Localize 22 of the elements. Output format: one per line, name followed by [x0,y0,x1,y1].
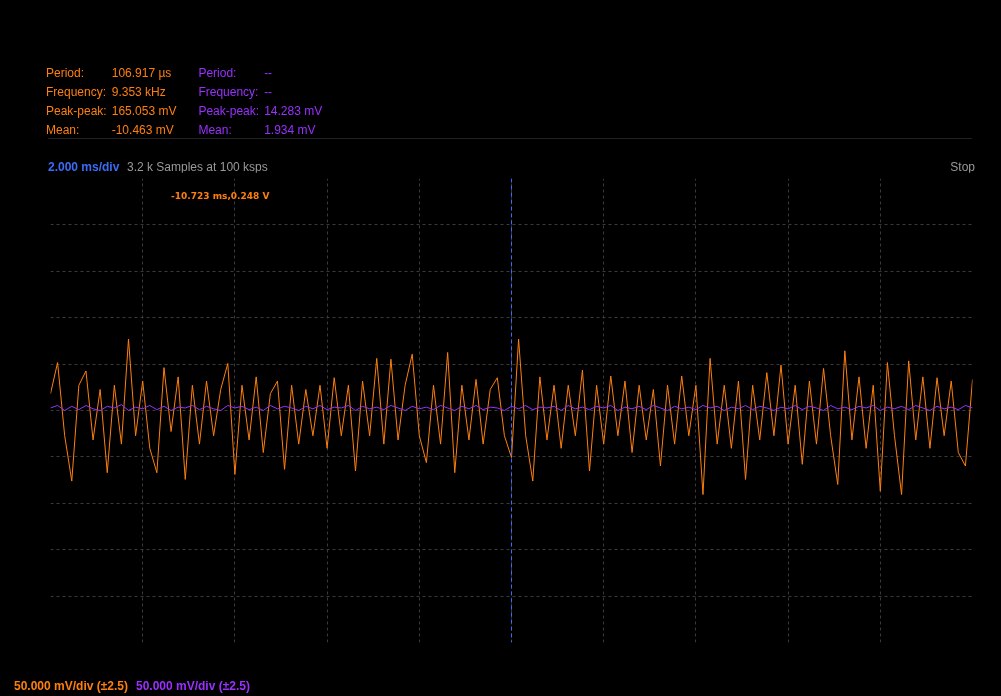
text: Peak-peak: [198,103,261,121]
text: Period: [198,65,238,82]
text: 165.053 mV [110,103,178,121]
text: Frequency: [198,84,260,102]
text: -10.463 mV [110,122,175,140]
text: Peak-peak: [46,103,108,121]
text: Period: [46,65,86,82]
text: 9.353 kHz [110,84,167,102]
text: 14.283 mV [263,103,324,121]
text: 1.934 mV [263,122,317,140]
text: Mean: [46,122,81,140]
text: Mean: [198,122,233,140]
text: 50.000 mV/div (±2.5) [14,679,128,693]
text: 2.000 ms/div [48,159,120,176]
text: -- [263,84,274,102]
text: Stop [950,159,975,176]
text: 106.917 µs [110,65,173,82]
text: Frequency: [46,84,108,102]
text: 3.2 k Samples at 100 ksps [127,159,268,176]
text: 50.000 mV/div (±2.5) [135,679,250,693]
text: -- [263,65,274,82]
text: -10.723 ms,0.248 V [171,191,270,202]
